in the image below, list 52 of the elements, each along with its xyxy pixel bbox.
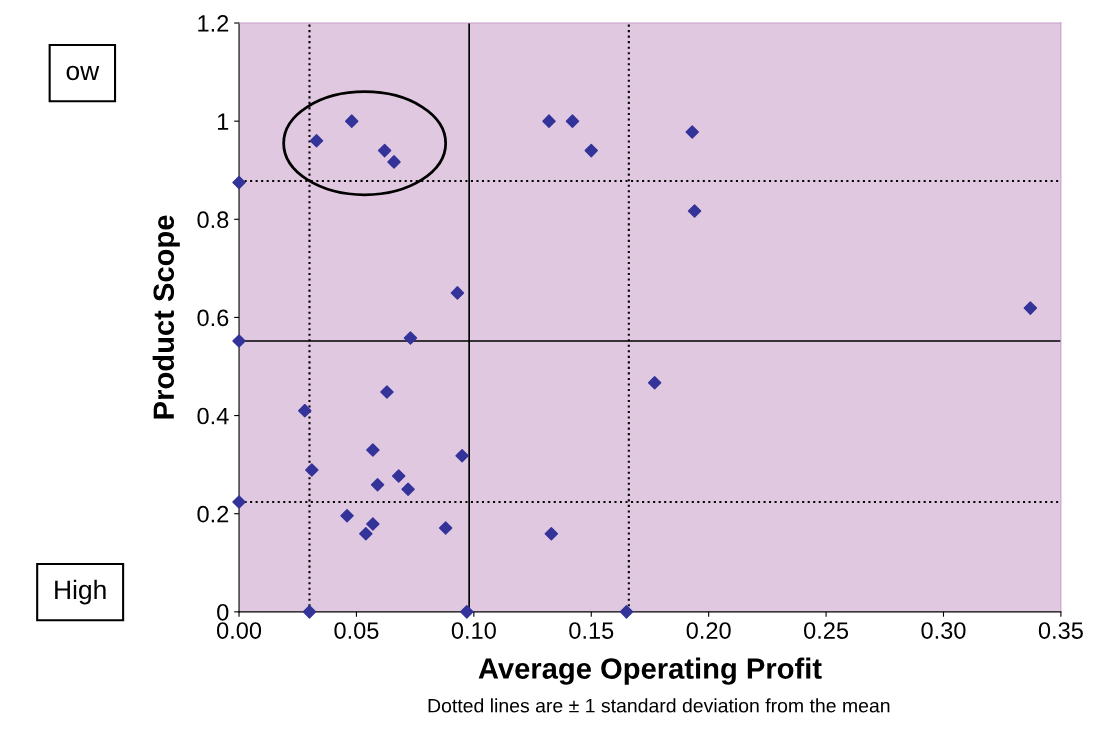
point xyxy=(647,375,662,390)
point xyxy=(455,449,469,463)
point xyxy=(584,143,599,158)
point xyxy=(377,143,392,158)
point xyxy=(401,482,415,496)
x-tick-label: 0.15 xyxy=(569,622,614,639)
point xyxy=(366,443,380,457)
point xyxy=(687,204,702,218)
text: Dotted lines are ± 1 standard deviation from the mean xyxy=(428,698,890,713)
point xyxy=(359,527,373,541)
x-tick-label: 0.05 xyxy=(334,622,379,639)
point xyxy=(370,478,385,492)
point xyxy=(438,521,453,535)
point xyxy=(685,125,699,139)
point xyxy=(565,114,580,128)
point xyxy=(450,286,465,300)
point xyxy=(232,334,246,348)
point xyxy=(340,508,354,523)
point xyxy=(309,134,324,148)
y-tick-label: 1.2 xyxy=(198,15,229,32)
x-tick-label: 0.20 xyxy=(686,622,731,639)
y-tick-label: 0 xyxy=(217,603,229,621)
point xyxy=(544,527,559,541)
point xyxy=(460,605,474,619)
point xyxy=(391,469,406,483)
point xyxy=(298,403,312,418)
y-tick-label: 1 xyxy=(217,113,229,130)
point xyxy=(1023,301,1038,315)
text: ow xyxy=(66,65,100,81)
y-tick-label: 0.4 xyxy=(197,407,229,425)
point xyxy=(344,114,359,128)
point xyxy=(366,517,380,531)
x-tick-label: 0.00 xyxy=(216,622,262,639)
point xyxy=(403,331,418,345)
point xyxy=(619,605,634,619)
point xyxy=(542,114,556,128)
point xyxy=(232,175,246,190)
x-tick-label: 0.35 xyxy=(1038,622,1083,639)
x-tick-label: 0.25 xyxy=(804,622,849,639)
y-tick-label: 0.2 xyxy=(197,505,229,523)
point xyxy=(305,463,319,477)
point xyxy=(380,385,394,399)
point xyxy=(302,605,317,619)
y-tick-label: 0.6 xyxy=(197,309,229,327)
y-axis-title: Product Scope xyxy=(152,215,180,419)
x-tick-label: 0.10 xyxy=(451,622,496,639)
point xyxy=(232,495,246,509)
x-tick-label: 0.30 xyxy=(921,622,966,639)
text: High xyxy=(55,579,106,605)
x-axis-title: Average Operating Profit xyxy=(478,657,822,685)
point xyxy=(387,155,401,169)
y-tick-label: 0.8 xyxy=(197,211,229,229)
